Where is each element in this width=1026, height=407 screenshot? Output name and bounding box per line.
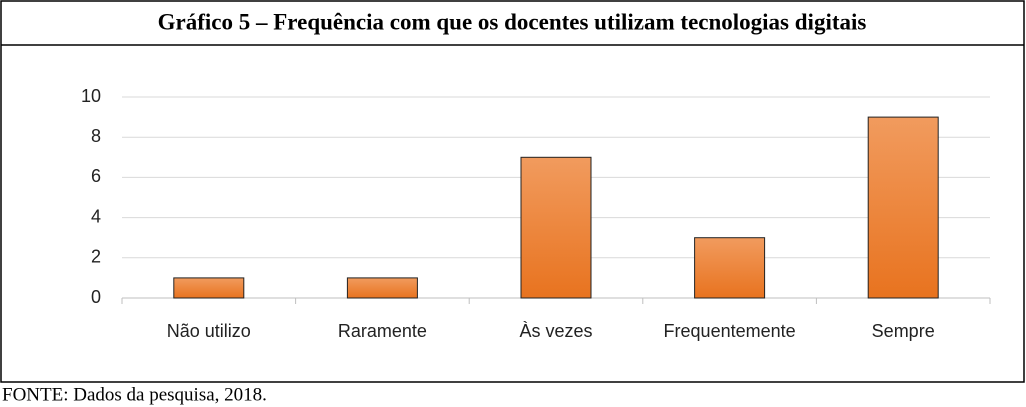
frame: [0, 0, 1025, 383]
bar: [520, 156, 592, 299]
bar: [346, 277, 418, 299]
bar: [694, 237, 766, 299]
y-tick-label: 6: [91, 166, 101, 186]
y-tick-label: 2: [91, 247, 101, 267]
y-tick-label: 4: [91, 206, 101, 226]
x-tick-label: Sempre: [872, 321, 935, 341]
x-tick-label: Frequentemente: [664, 321, 796, 341]
chart-title: Gráfico 5 – Frequência com que os docent…: [158, 9, 867, 34]
bar: [173, 277, 245, 299]
y-tick-label: 0: [91, 287, 101, 307]
y-tick-label: 8: [91, 126, 101, 146]
x-tick-label: Às vezes: [519, 321, 592, 341]
y-tick-label: 10: [81, 86, 101, 106]
x-tick-label: Não utilizo: [167, 321, 251, 341]
bar: [867, 116, 939, 299]
x-tick-label: Raramente: [338, 321, 427, 341]
source: FONTE: Dados da pesquisa, 2018.: [2, 384, 267, 405]
